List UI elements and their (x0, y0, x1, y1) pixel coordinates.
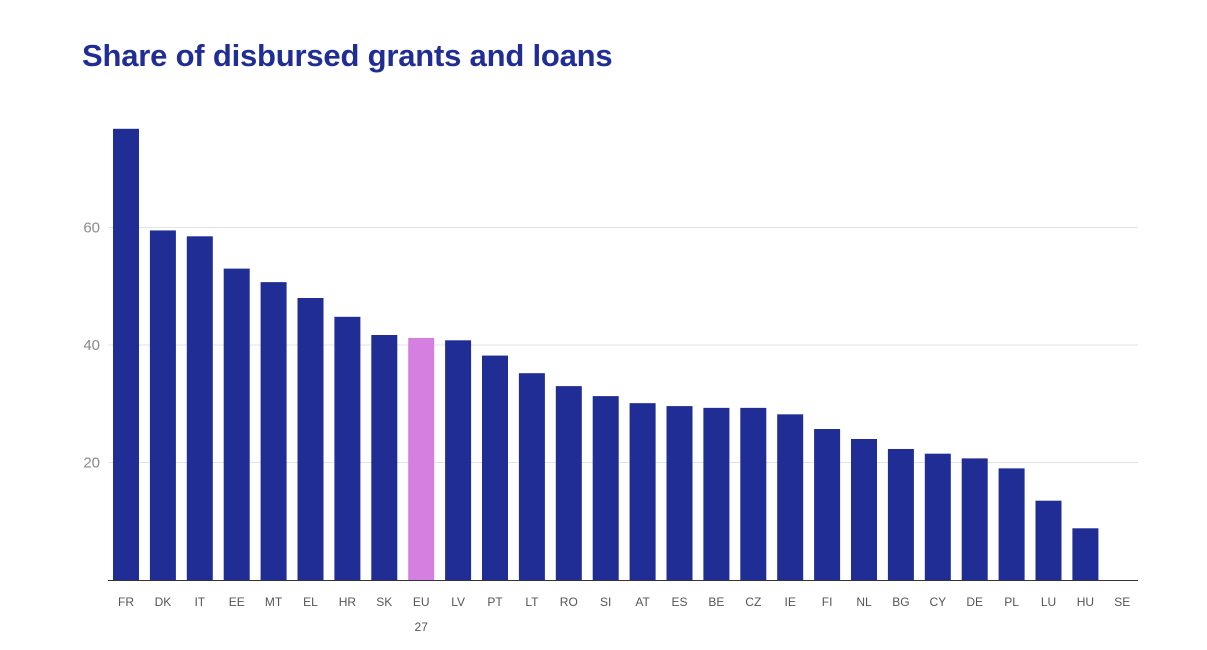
x-tick-label: RO (560, 595, 578, 609)
x-tick-label: SI (600, 595, 611, 609)
bar-lv (445, 340, 472, 580)
bar-ee (223, 268, 250, 580)
x-tick-label: 27 (415, 620, 429, 634)
x-tick-label: PT (487, 595, 503, 609)
bar-es (666, 406, 693, 580)
bar-fi (814, 429, 841, 580)
x-axis-ticks: FR DK IT EE MT EL HR SK EU 27 LV PT LT RO SI AT ES BE CZ IE… (118, 595, 1130, 634)
bar-si (592, 396, 619, 580)
x-tick-label: PL (1004, 595, 1019, 609)
bar-cz (740, 407, 767, 580)
bar-ie (777, 414, 804, 580)
bar-nl (851, 439, 877, 580)
x-tick-label: EL (303, 595, 318, 609)
bar-hu (1072, 528, 1099, 580)
bar-sk (371, 335, 398, 580)
bar-de (961, 458, 988, 580)
y-tick-label: 60 (83, 220, 100, 237)
x-tick-label: DK (155, 595, 172, 609)
bar-pt (482, 355, 508, 580)
bar-dk (149, 230, 176, 580)
x-tick-label: MT (265, 595, 283, 609)
bar-it (186, 236, 213, 580)
bar-mt (260, 282, 287, 580)
bar-be (703, 407, 730, 580)
x-tick-label: IE (785, 595, 796, 609)
x-tick-label: CZ (745, 595, 761, 609)
x-tick-label: AT (635, 595, 650, 609)
bar-at (629, 403, 656, 580)
x-tick-label: LU (1041, 595, 1056, 609)
chart-title: Share of disbursed grants and loans (82, 38, 613, 73)
x-tick-label: SE (1114, 595, 1130, 609)
x-tick-label: EU (413, 595, 430, 609)
bar-bg (887, 448, 914, 580)
bar-lt (518, 373, 545, 580)
bar-eu-27 (408, 337, 435, 580)
x-tick-label: CY (929, 595, 946, 609)
bar-hr (334, 316, 361, 580)
y-tick-label: 40 (83, 337, 100, 354)
bars (113, 128, 1099, 581)
x-tick-label: IT (194, 595, 205, 609)
bar-pl (998, 468, 1025, 580)
bar-fr (113, 128, 139, 581)
bar-lu (1035, 500, 1062, 580)
x-tick-label: HU (1077, 595, 1094, 609)
y-tick-label: 20 (83, 455, 100, 472)
x-tick-label: EE (229, 595, 245, 609)
bar-cy (924, 453, 951, 580)
bar-el (297, 298, 324, 580)
x-tick-label: BE (708, 595, 724, 609)
y-axis-ticks: 20 40 60 (83, 220, 100, 472)
x-tick-label: HR (339, 595, 357, 609)
x-tick-label: LT (525, 595, 539, 609)
bar-ro (555, 386, 582, 580)
x-tick-label: BG (892, 595, 909, 609)
x-tick-label: DE (966, 595, 983, 609)
x-tick-label: FI (822, 595, 833, 609)
x-tick-label: NL (856, 595, 872, 609)
x-tick-label: SK (376, 595, 392, 609)
x-tick-label: ES (671, 595, 687, 609)
x-tick-label: FR (118, 595, 134, 609)
x-tick-label: LV (451, 595, 465, 609)
